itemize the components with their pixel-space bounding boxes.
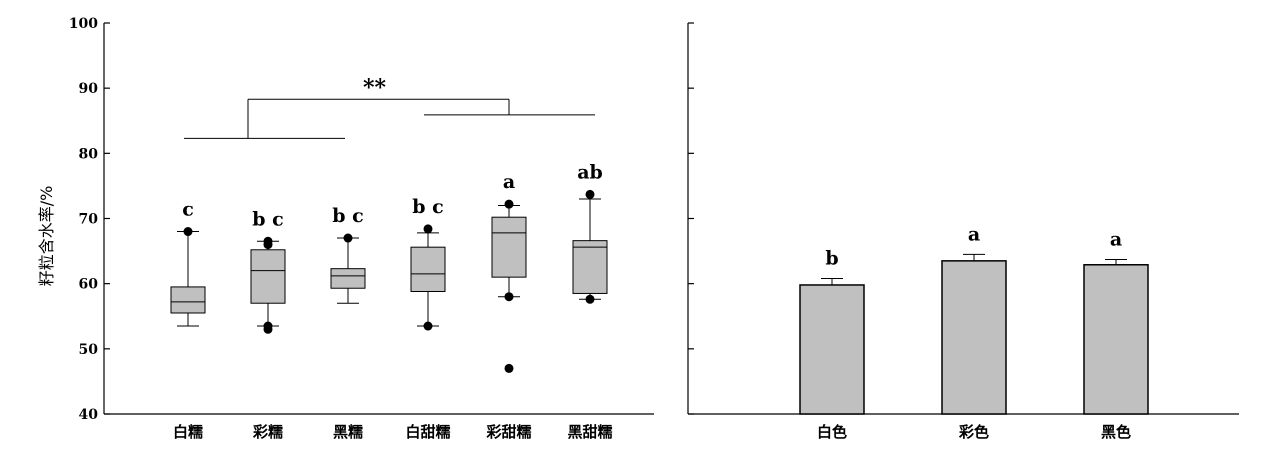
outlier-point [504, 363, 514, 373]
outlier-point [343, 233, 353, 243]
significance-letter: ab [577, 161, 603, 183]
outlier-point [263, 236, 273, 246]
y-tick-label: 100 [69, 16, 98, 32]
x-category-label: 彩甜糯 [485, 423, 531, 441]
x-category-label: 黑色 [1101, 423, 1131, 441]
outlier-point [183, 227, 193, 237]
box [330, 268, 366, 289]
outlier-point [585, 294, 595, 304]
significance-letter: c [182, 199, 194, 221]
bar [941, 260, 1007, 415]
y-tick-label: 70 [79, 212, 99, 228]
significance-letter: a [503, 171, 515, 193]
significance-letter: b c [412, 196, 443, 218]
outlier-point [263, 321, 273, 331]
box-plot-panel: 40 50 60 70 80 90 100 白糯 c 彩糯 b c 黑糯 b c 白甜糯 b c 彩甜糯 a 黑甜… [69, 16, 654, 441]
significance-letter: b c [332, 205, 363, 227]
box [491, 216, 527, 278]
x-category-label: 彩色 [958, 423, 989, 441]
outlier-point [585, 189, 595, 199]
x-category-label: 黑糯 [333, 423, 363, 441]
box [250, 249, 286, 304]
significance-letter: b [825, 247, 838, 269]
y-tick-label: 60 [79, 277, 99, 293]
bar [1083, 264, 1149, 415]
y-tick-label: 80 [79, 146, 99, 162]
x-category-label: 黑甜糯 [567, 423, 612, 441]
bar-chart-panel: b 白色 a 彩色 a 黑色 [687, 22, 1239, 441]
y-tick-label: 90 [79, 81, 99, 97]
x-category-label: 彩糯 [252, 423, 283, 441]
x-category-label: 白色 [817, 423, 847, 441]
y-tick-label: 50 [79, 342, 99, 358]
box [410, 246, 446, 292]
significance-letter: a [1110, 229, 1122, 251]
outlier-point [504, 199, 514, 209]
significance-marker: ** [363, 75, 387, 101]
outlier-point [423, 224, 433, 234]
y-tick-label: 40 [79, 407, 99, 423]
bar [799, 284, 865, 415]
x-category-label: 白甜糯 [405, 423, 450, 441]
outlier-point [423, 321, 433, 331]
outlier-point [504, 292, 514, 302]
y-axis-label: 籽粒含水率/% [37, 186, 56, 287]
significance-letter: b c [252, 208, 283, 230]
significance-letter: a [968, 223, 980, 245]
x-category-label: 白糯 [173, 423, 203, 441]
box [170, 286, 206, 314]
box [572, 240, 608, 294]
